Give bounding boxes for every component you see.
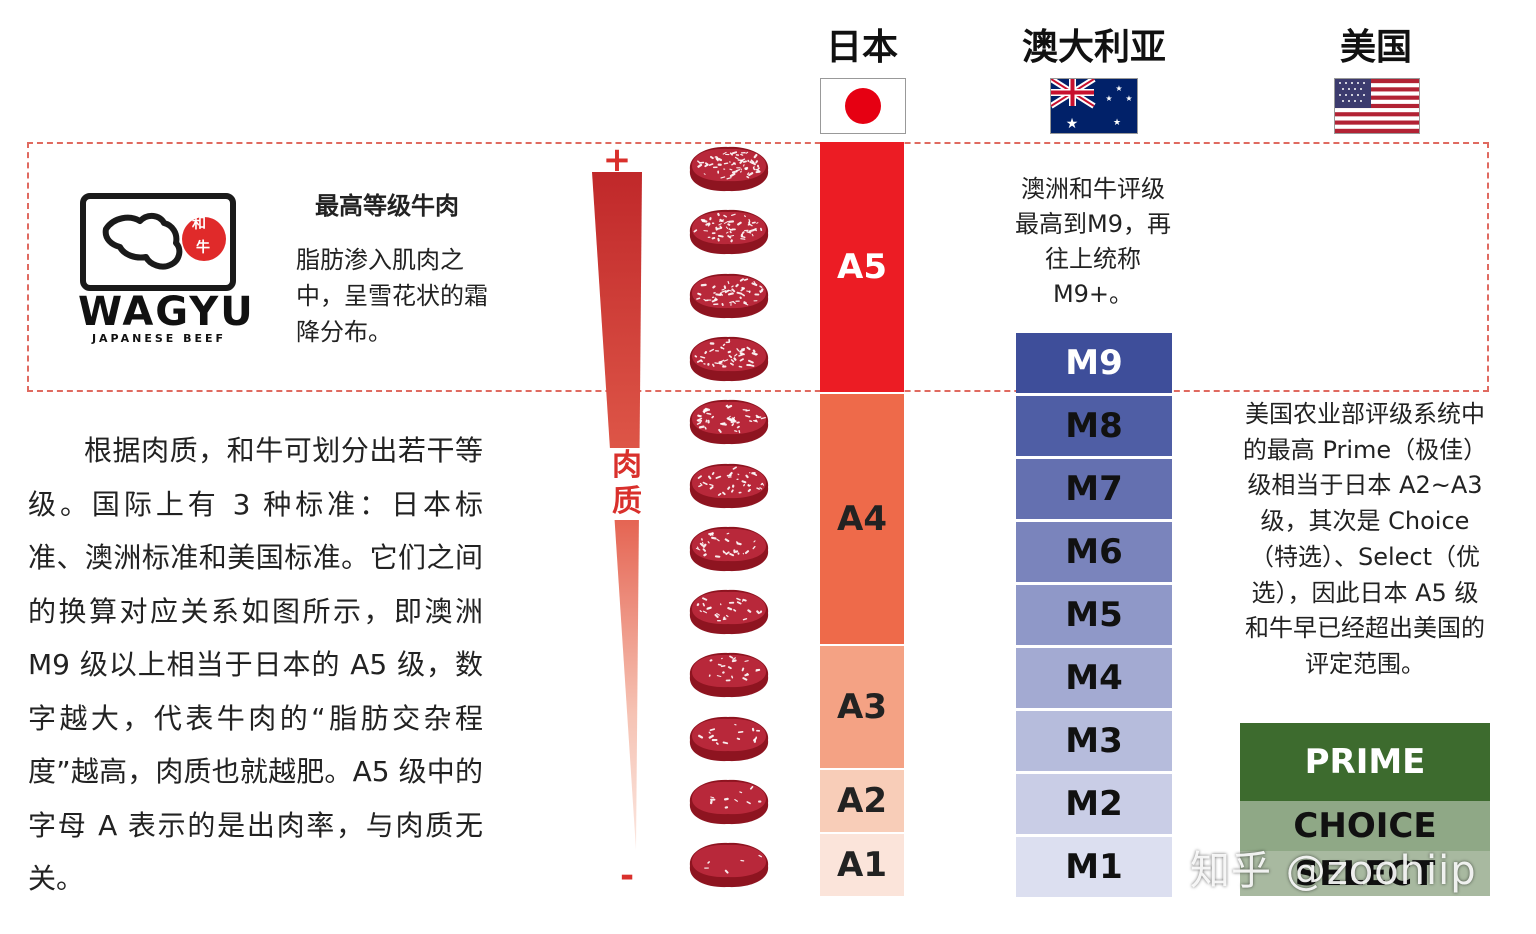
steak-icon <box>689 273 769 318</box>
steak-icon <box>689 843 769 888</box>
logo-char-niu: 牛 <box>196 240 210 256</box>
svg-text:★: ★ <box>1113 118 1121 128</box>
header-japan: 日本 <box>825 27 898 68</box>
svg-text:★: ★ <box>1115 84 1122 93</box>
watermark: 知乎 @zoohiip <box>1190 848 1477 894</box>
steak-icon <box>689 653 769 698</box>
au-grade-m4: M4 <box>1016 648 1172 708</box>
au-grade-m2: M2 <box>1016 774 1172 834</box>
au-grade-m9: M9 <box>1016 333 1172 393</box>
steak-icon <box>689 716 769 761</box>
logo-subtitle: JAPANESE BEEF <box>91 332 227 345</box>
scale-plus: + <box>602 140 632 180</box>
wagyu-logo-frame: 和 牛 <box>80 193 236 291</box>
australia-note: 澳洲和牛评级最高到M9，再往上统称 M9+。 <box>1015 175 1171 308</box>
au-grade-m1: M1 <box>1016 837 1172 897</box>
logo-wordmark: WAGYU <box>78 289 255 335</box>
japan-flag-icon <box>820 78 906 134</box>
usa-flag-icon <box>1334 78 1420 134</box>
steak-icon <box>689 400 769 445</box>
steak-icon <box>689 210 769 255</box>
us-grade-select: SELECT <box>1240 851 1490 896</box>
australia-flag-icon: ★ ★ ★ ★ ★ <box>1049 76 1138 134</box>
steak-icon <box>689 463 769 508</box>
us-grade-prime: PRIME <box>1240 723 1490 801</box>
au-grade-m7: M7 <box>1016 459 1172 519</box>
japan-grade-a4: A4 <box>820 394 904 644</box>
us-grade-choice: CHOICE <box>1240 801 1490 851</box>
svg-text:★: ★ <box>1105 94 1112 103</box>
logo-char-wa: 和 <box>192 216 206 232</box>
cow-head-icon <box>102 213 226 270</box>
header-australia: 澳大利亚 <box>1021 27 1166 68</box>
top-grade-highlight-box <box>27 142 1489 392</box>
top-grade-title: 最高等级牛肉 <box>315 192 459 220</box>
steak-icon <box>689 779 769 825</box>
scale-label: 肉质 <box>607 448 647 520</box>
top-grade-description: 脂肪渗入肌肉之中，呈雪花状的霜降分布。 <box>296 246 488 346</box>
scale-minus: - <box>619 856 635 896</box>
japan-grade-a5: A5 <box>820 142 904 392</box>
usa-note: 美国农业部评级系统中的最高 Prime（极佳）级相当于日本 A2~A3 级，其次… <box>1242 400 1488 678</box>
main-paragraph: 根据肉质，和牛可划分出若干等级。国际上有 3 种标准：日本标准、澳洲标准和美国标… <box>28 434 483 895</box>
japan-grade-a1: A1 <box>820 834 904 896</box>
steak-icon <box>689 336 769 381</box>
svg-text:★: ★ <box>1125 94 1132 103</box>
steak-column <box>684 140 776 900</box>
au-grade-m6: M6 <box>1016 522 1172 582</box>
japan-grade-a2: A2 <box>820 770 904 832</box>
svg-text:★: ★ <box>1066 116 1079 132</box>
steak-icon <box>689 146 769 192</box>
au-grade-m5: M5 <box>1016 585 1172 645</box>
japan-grade-a3: A3 <box>820 646 904 768</box>
steak-icon <box>689 526 769 571</box>
au-grade-m3: M3 <box>1016 711 1172 771</box>
au-grade-m8: M8 <box>1016 396 1172 456</box>
header-usa: 美国 <box>1339 27 1412 68</box>
steak-icon <box>689 590 769 635</box>
